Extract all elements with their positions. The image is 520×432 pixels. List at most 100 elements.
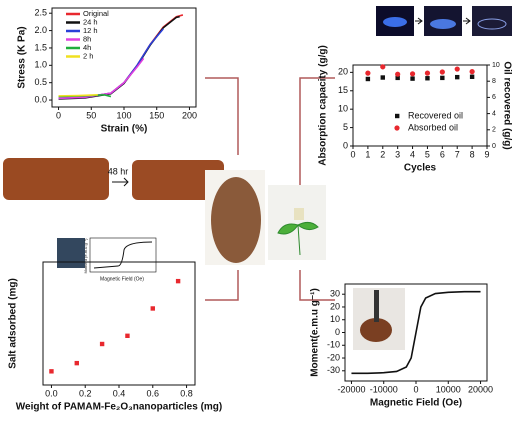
x-tick-label: 50	[86, 110, 96, 120]
x-axis-label: Magnetic Field (Oe)	[370, 398, 462, 409]
y-tick-label: 10	[338, 104, 348, 114]
legend-label: Original	[83, 9, 109, 18]
point	[99, 341, 105, 347]
inset-photo-detail	[360, 318, 392, 342]
photo	[3, 158, 109, 200]
inset-photo-detail	[374, 290, 379, 322]
y-tick-label: 5	[343, 122, 348, 132]
x-tick-label: 0	[56, 110, 61, 120]
y-tick-label: -20	[327, 352, 340, 362]
point	[395, 71, 401, 77]
line	[58, 94, 98, 97]
y2-tick-label: 8	[492, 78, 496, 85]
x-tick-label: 0.8	[180, 388, 193, 398]
x-tick-label: 0.4	[113, 388, 126, 398]
point	[439, 69, 445, 75]
photo-detail	[430, 19, 456, 29]
y-tick-label: 0	[335, 327, 340, 337]
photo-detail	[383, 17, 407, 27]
point	[125, 333, 130, 338]
inset-frame	[89, 237, 157, 273]
point	[175, 278, 181, 284]
photo	[268, 185, 326, 260]
connector	[299, 77, 335, 185]
x-tick-label: 150	[149, 110, 164, 120]
connector	[205, 77, 239, 155]
y-axis-label: Absorption capacity (g/g)	[318, 45, 329, 166]
legend-label: 2 h	[83, 51, 93, 60]
photo-detail	[211, 177, 261, 263]
point	[380, 64, 386, 70]
point	[424, 70, 431, 76]
x-tick-label: 20000	[468, 384, 493, 394]
connector	[299, 270, 335, 301]
x-tick-label: 0.0	[45, 388, 58, 398]
y-tick-label: -30	[327, 365, 340, 375]
point	[74, 360, 79, 366]
y-tick-label: 30	[330, 289, 340, 299]
y-axis-label: Stress (K Pa)	[17, 26, 28, 88]
point	[49, 369, 54, 374]
point	[440, 75, 445, 81]
y2-tick-label: 6	[492, 94, 496, 101]
point	[380, 75, 385, 80]
x-tick-label: 1	[365, 149, 370, 159]
y-tick-label: 1.5	[34, 42, 47, 52]
x-tick-label: 10000	[436, 384, 461, 394]
x-tick-label: -10000	[370, 384, 398, 394]
point	[425, 76, 430, 81]
legend-label: Absorbed oil	[408, 122, 458, 132]
point	[409, 71, 416, 77]
annotation: 48 hr	[108, 166, 129, 176]
y2-tick-label: 0	[492, 143, 496, 150]
x-axis-label: Weight of PAMAM-Fe₂O₃nanoparticles (mg)	[16, 402, 222, 413]
y-tick-label: 10	[330, 314, 340, 324]
x-tick-label: 200	[182, 110, 197, 120]
x-tick-label: 4	[410, 149, 415, 159]
line	[351, 290, 481, 375]
inset-curve	[93, 241, 153, 269]
x-tick-label: 9	[484, 149, 489, 159]
photo	[132, 160, 224, 200]
point	[150, 306, 155, 311]
y2-tick-label: 4	[492, 110, 496, 117]
connector	[205, 270, 239, 301]
point	[365, 76, 371, 82]
plot-frame	[352, 64, 488, 147]
y-tick-label: 1.0	[34, 60, 47, 70]
x-tick-label: 0.2	[79, 388, 92, 398]
inset-y-label: Moment (e.m.u g⁻¹)	[83, 238, 88, 274]
y-axis-label: Salt adsorbed (mg)	[8, 278, 19, 369]
y-tick-label: 2.0	[34, 25, 47, 35]
point	[395, 75, 400, 81]
x-tick-label: 8	[470, 149, 475, 159]
legend-swatch	[395, 113, 400, 119]
x-tick-label: 0	[413, 384, 418, 394]
y-tick-label: 20	[330, 301, 340, 311]
y-tick-label: -10	[327, 340, 340, 350]
x-axis-label: Cycles	[404, 163, 437, 174]
legend-label: 12 h	[83, 26, 98, 35]
legend-swatch	[394, 125, 400, 131]
x-tick-label: 0.6	[147, 388, 160, 398]
point	[469, 74, 475, 79]
line	[58, 57, 145, 100]
y-axis-label: Moment(e.m.u g⁻¹)	[310, 288, 321, 377]
legend-label: 4h	[83, 43, 91, 52]
point	[365, 70, 371, 76]
x-tick-label: 3	[395, 149, 400, 159]
x-tick-label: 100	[116, 110, 131, 120]
point	[410, 76, 415, 81]
y-tick-label: 15	[338, 85, 348, 95]
x-tick-label: -20000	[337, 384, 365, 394]
photo-detail	[294, 208, 304, 220]
legend-label: 8h	[83, 34, 91, 43]
y2-tick-label: 2	[492, 127, 496, 134]
inset-photo	[57, 238, 85, 268]
x-axis-label: Strain (%)	[101, 124, 148, 135]
arrow	[415, 17, 471, 25]
photo-detail	[477, 18, 507, 30]
y-tick-label: 2.5	[34, 8, 47, 18]
connectors	[205, 77, 335, 301]
